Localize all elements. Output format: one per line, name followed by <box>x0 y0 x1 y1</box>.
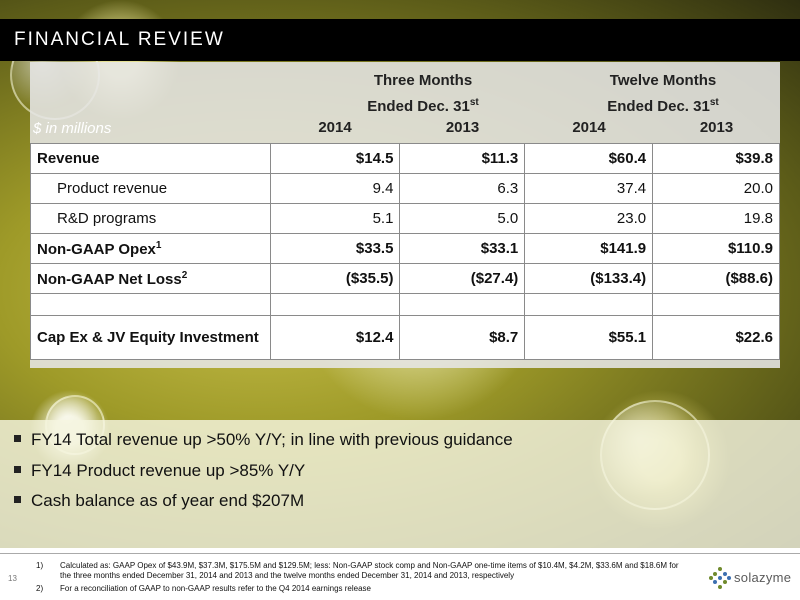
table-cell <box>524 293 654 316</box>
table-row-non-gaap-opex: Non-GAAP Opex1 $33.5 $33.1 $141.9 $110.9 <box>30 233 780 264</box>
table-cell <box>652 293 780 316</box>
table-cell: $33.5 <box>269 233 401 264</box>
bullet-square-icon <box>14 496 21 504</box>
table-cell: $60.4 <box>524 143 654 174</box>
table-cell: $33.1 <box>399 233 526 264</box>
table-cell: $110.9 <box>652 233 780 264</box>
bullet-item: FY14 Product revenue up >85% Y/Y <box>14 461 305 481</box>
page-title: FINANCIAL REVIEW <box>14 29 225 50</box>
footer-divider <box>0 553 800 554</box>
bullet-item: Cash balance as of year end $207M <box>14 491 304 511</box>
table-row-capex: Cap Ex & JV Equity Investment $12.4 $8.7… <box>30 315 780 360</box>
footnote: 2) For a reconciliation of GAAP to non-G… <box>36 584 371 593</box>
table-cell: ($88.6) <box>652 263 780 294</box>
row-label: Non-GAAP Opex1 <box>30 233 271 264</box>
footnote: 1) Calculated as: GAAP Opex of $43.9M, $… <box>36 561 679 580</box>
column-group-header-three-months: Three Months Ended Dec. 31st <box>367 72 479 115</box>
table-row-rd-programs: R&D programs 5.1 5.0 23.0 19.8 <box>30 203 780 234</box>
table-cell: 6.3 <box>399 173 526 204</box>
table-cell: ($35.5) <box>269 263 401 294</box>
logo-text: solazyme <box>734 570 792 585</box>
table-cell: ($133.4) <box>524 263 654 294</box>
table-cell: 23.0 <box>524 203 654 234</box>
table-cell: ($27.4) <box>399 263 526 294</box>
table-cell: 20.0 <box>652 173 780 204</box>
footer <box>0 548 800 600</box>
year-header: 2014 <box>318 119 352 136</box>
bullet-panel <box>0 420 800 548</box>
table-cell: $39.8 <box>652 143 780 174</box>
table-row-revenue: Revenue $14.5 $11.3 $60.4 $39.8 <box>30 143 780 174</box>
table-cell: $22.6 <box>652 315 780 360</box>
table-cell: 9.4 <box>269 173 401 204</box>
page-number: 13 <box>8 574 17 583</box>
row-label: Non-GAAP Net Loss2 <box>30 263 271 294</box>
table-cell <box>399 293 526 316</box>
table-cell <box>269 293 401 316</box>
bullet-square-icon <box>14 466 21 474</box>
row-label: R&D programs <box>30 203 271 234</box>
table-cell: $12.4 <box>269 315 401 360</box>
table-cell: $11.3 <box>399 143 526 174</box>
row-label: Product revenue <box>30 173 271 204</box>
table-cell: $141.9 <box>524 233 654 264</box>
table-row-spacer <box>30 293 780 316</box>
header-bar: FINANCIAL REVIEW <box>0 19 800 61</box>
table-cell: $55.1 <box>524 315 654 360</box>
bullet-item: FY14 Total revenue up >50% Y/Y; in line … <box>14 430 513 450</box>
table-cell: 19.8 <box>652 203 780 234</box>
bullet-square-icon <box>14 435 21 443</box>
table-row-product-revenue: Product revenue 9.4 6.3 37.4 20.0 <box>30 173 780 204</box>
units-label: $ in millions <box>33 120 112 137</box>
table-cell: 37.4 <box>524 173 654 204</box>
table-cell <box>30 293 271 316</box>
diamond-dots-logo-icon <box>709 567 731 589</box>
row-label: Cap Ex & JV Equity Investment <box>30 315 271 360</box>
year-header: 2013 <box>699 119 734 136</box>
table-cell: $14.5 <box>269 143 401 174</box>
row-label: Revenue <box>30 143 271 174</box>
table-cell: 5.0 <box>399 203 526 234</box>
column-group-header-twelve-months: Twelve Months Ended Dec. 31st <box>607 72 719 115</box>
table-cell: $8.7 <box>399 315 526 360</box>
year-header: 2013 <box>445 119 480 136</box>
financial-table: Revenue $14.5 $11.3 $60.4 $39.8 Product … <box>30 143 780 360</box>
year-header: 2014 <box>572 119 606 136</box>
company-logo: solazyme <box>708 566 794 590</box>
table-row-non-gaap-net-loss: Non-GAAP Net Loss2 ($35.5) ($27.4) ($133… <box>30 263 780 294</box>
table-cell: 5.1 <box>269 203 401 234</box>
